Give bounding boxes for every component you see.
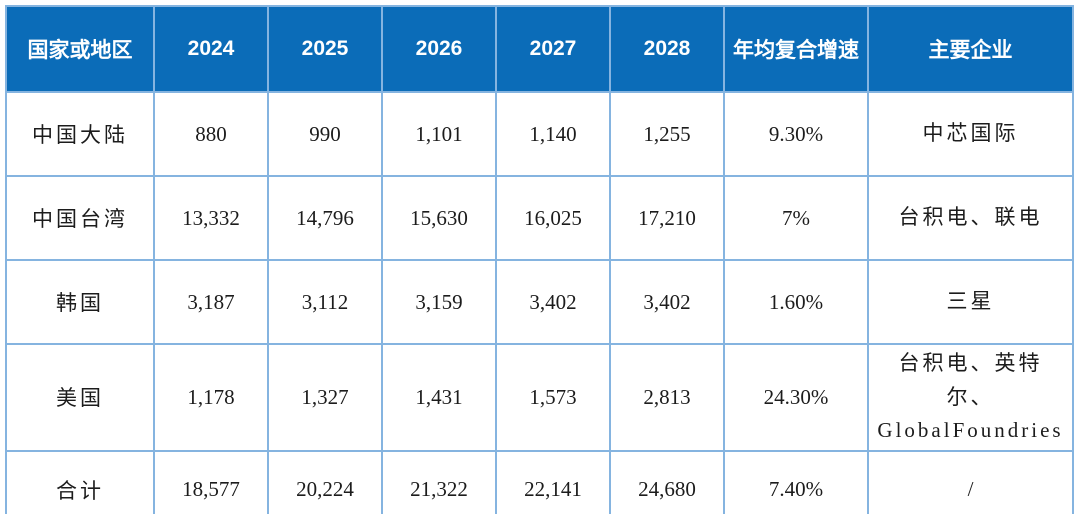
value-cell: 15,630	[381, 175, 497, 261]
value-cell: 1,140	[495, 91, 611, 177]
value-cell: 1,327	[267, 343, 383, 452]
column-header-cagr: 年均复合增速	[723, 5, 869, 93]
table-row-total: 合计 18,577 20,224 21,322 22,141 24,680 7.…	[5, 449, 1074, 514]
companies-cell: 台积电、英特尔、GlobalFoundries	[867, 343, 1074, 452]
column-header-2026: 2026	[381, 5, 497, 93]
value-cell: 3,402	[609, 259, 725, 345]
column-header-2025: 2025	[267, 5, 383, 93]
value-cell: 3,402	[495, 259, 611, 345]
value-cell: 17,210	[609, 175, 725, 261]
value-cell: 18,577	[153, 449, 269, 514]
region-cell: 中国大陆	[5, 91, 155, 177]
column-header-major-companies: 主要企业	[867, 5, 1074, 93]
companies-cell: 台积电、联电	[867, 175, 1074, 261]
column-header-region: 国家或地区	[5, 5, 155, 93]
value-cell: 3,187	[153, 259, 269, 345]
value-cell: 13,332	[153, 175, 269, 261]
column-header-2028: 2028	[609, 5, 725, 93]
region-cell: 合计	[5, 449, 155, 514]
value-cell: 2,813	[609, 343, 725, 452]
value-cell: 1,101	[381, 91, 497, 177]
value-cell: 22,141	[495, 449, 611, 514]
value-cell: 21,322	[381, 449, 497, 514]
cagr-cell: 7%	[723, 175, 869, 261]
companies-cell: 中芯国际	[867, 91, 1074, 177]
value-cell: 880	[153, 91, 269, 177]
value-cell: 24,680	[609, 449, 725, 514]
value-cell: 3,159	[381, 259, 497, 345]
value-cell: 20,224	[267, 449, 383, 514]
value-cell: 16,025	[495, 175, 611, 261]
value-cell: 1,255	[609, 91, 725, 177]
header-row: 国家或地区 2024 2025 2026 2027 2028 年均复合增速 主要…	[5, 5, 1074, 93]
value-cell: 1,431	[381, 343, 497, 452]
region-cell: 韩国	[5, 259, 155, 345]
value-cell: 14,796	[267, 175, 383, 261]
cagr-cell: 7.40%	[723, 449, 869, 514]
companies-cell: 三星	[867, 259, 1074, 345]
companies-cell: /	[867, 449, 1074, 514]
value-cell: 990	[267, 91, 383, 177]
table-row-usa: 美国 1,178 1,327 1,431 1,573 2,813 24.30% …	[5, 343, 1074, 452]
table-row-korea: 韩国 3,187 3,112 3,159 3,402 3,402 1.60% 三…	[5, 259, 1074, 345]
value-cell: 3,112	[267, 259, 383, 345]
cagr-cell: 9.30%	[723, 91, 869, 177]
region-cell: 美国	[5, 343, 155, 452]
column-header-2027: 2027	[495, 5, 611, 93]
table-row-china-mainland: 中国大陆 880 990 1,101 1,140 1,255 9.30% 中芯国…	[5, 91, 1074, 177]
table-row-china-taiwan: 中国台湾 13,332 14,796 15,630 16,025 17,210 …	[5, 175, 1074, 261]
wafer-foundry-forecast-table: 国家或地区 2024 2025 2026 2027 2028 年均复合增速 主要…	[5, 5, 1074, 514]
region-cell: 中国台湾	[5, 175, 155, 261]
value-cell: 1,573	[495, 343, 611, 452]
column-header-2024: 2024	[153, 5, 269, 93]
cagr-cell: 24.30%	[723, 343, 869, 452]
value-cell: 1,178	[153, 343, 269, 452]
cagr-cell: 1.60%	[723, 259, 869, 345]
